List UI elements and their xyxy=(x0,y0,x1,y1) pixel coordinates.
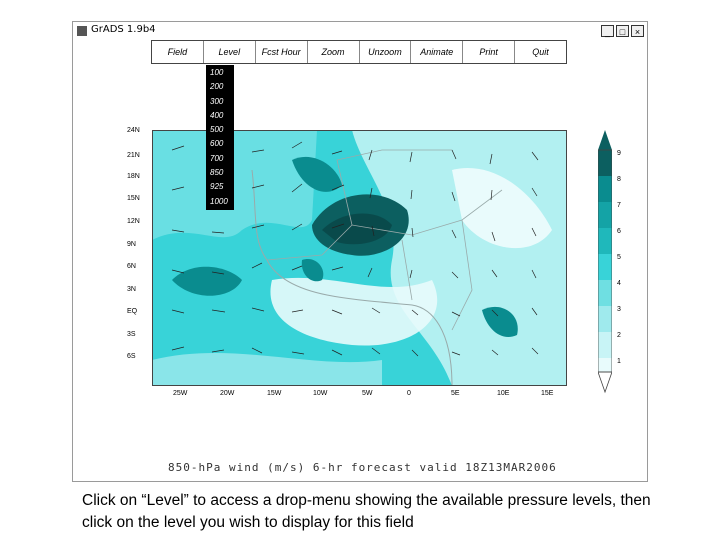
grads-window: GrADS 1.9b4 _ □ × Field Level Fcst Hour … xyxy=(72,21,648,482)
menu-print[interactable]: Print xyxy=(463,41,516,63)
map-shading xyxy=(152,352,382,386)
lat-label: 6S xyxy=(127,353,136,360)
window-controls: _ □ × xyxy=(601,25,644,37)
title-bar: GrADS 1.9b4 _ □ × xyxy=(73,22,647,40)
colorbar-segment xyxy=(598,358,612,372)
close-button[interactable]: × xyxy=(631,25,644,37)
colorbar-label: 2 xyxy=(617,332,621,339)
maximize-button[interactable]: □ xyxy=(616,25,629,37)
window-title: GrADS 1.9b4 xyxy=(91,24,156,35)
colorbar-segment xyxy=(598,306,612,332)
lat-label: 15N xyxy=(127,195,140,202)
lat-label: 24N xyxy=(127,127,140,134)
map-shading xyxy=(482,306,518,338)
menu-zoom[interactable]: Zoom xyxy=(308,41,360,63)
map-shading xyxy=(152,130,317,240)
menu-animate[interactable]: Animate xyxy=(411,41,464,63)
wind-vectors xyxy=(171,141,539,357)
lon-label: 0 xyxy=(407,390,411,397)
lon-label: 20W xyxy=(220,390,235,397)
colorbar-segment xyxy=(598,176,612,202)
lon-label: 10W xyxy=(313,390,328,397)
colorbar-segment xyxy=(598,202,612,228)
colorbar-bottom-arrow xyxy=(597,371,613,394)
lat-label: 18N xyxy=(127,173,140,180)
colorbar-segment xyxy=(598,150,612,176)
map-frame xyxy=(152,130,567,386)
map-shading xyxy=(322,213,392,245)
colorbar-graphic xyxy=(597,130,613,394)
level-option[interactable]: 200 xyxy=(210,82,224,92)
colorbar-segment xyxy=(598,254,612,280)
lat-label: 6N xyxy=(127,263,136,270)
lon-label: 15E xyxy=(541,390,554,397)
menu-fcst-hour[interactable]: Fcst Hour xyxy=(256,41,308,63)
lat-label: 3S xyxy=(127,331,136,338)
instruction-text: Click on “Level” to access a drop-menu s… xyxy=(82,492,651,531)
lat-label: 3N xyxy=(127,286,136,293)
colorbar-label: 1 xyxy=(617,358,621,365)
level-dropdown: 100 200 300 400 500 600 700 850 925 1000 xyxy=(206,65,234,210)
colorbar-label: 7 xyxy=(617,202,621,209)
level-option[interactable]: 300 xyxy=(210,96,224,106)
level-option[interactable]: 100 xyxy=(210,68,224,77)
lat-label: EQ xyxy=(127,308,138,315)
menu-field[interactable]: Field xyxy=(152,41,204,63)
lon-label: 5E xyxy=(451,390,460,397)
map-shading xyxy=(452,168,552,249)
lon-label: 10E xyxy=(497,390,510,397)
level-option[interactable]: 925 xyxy=(210,182,224,192)
level-option[interactable]: 600 xyxy=(210,139,224,149)
map-coastline xyxy=(336,149,473,331)
menu-quit[interactable]: Quit xyxy=(532,47,549,57)
minimize-button[interactable]: _ xyxy=(601,25,614,37)
lat-label: 21N xyxy=(127,152,140,159)
level-option[interactable]: 500 xyxy=(210,125,224,135)
level-option[interactable]: 700 xyxy=(210,153,224,163)
colorbar-segment xyxy=(598,228,612,254)
colorbar-segment xyxy=(598,280,612,306)
wind-map xyxy=(152,130,567,386)
plot-caption: 850-hPa wind (m/s) 6-hr forecast valid 1… xyxy=(168,461,557,474)
map-shading xyxy=(172,266,242,296)
lon-label: 5W xyxy=(362,390,373,397)
menu-bar: Field Level Fcst Hour Zoom Unzoom Animat… xyxy=(151,40,567,64)
colorbar-segment xyxy=(598,332,612,358)
app-icon xyxy=(77,26,87,36)
map-shading xyxy=(270,277,438,346)
map-coastline xyxy=(251,169,453,386)
level-option[interactable]: 1000 xyxy=(210,196,228,206)
level-option[interactable]: 400 xyxy=(210,110,224,120)
lat-label: 9N xyxy=(127,241,136,248)
menu-level[interactable]: Level xyxy=(204,41,256,63)
colorbar-label: 4 xyxy=(617,280,621,287)
lat-label: 12N xyxy=(127,218,140,225)
lon-label: 15W xyxy=(267,390,282,397)
colorbar-label: 5 xyxy=(617,254,621,261)
map-coastline xyxy=(266,189,503,261)
colorbar-label: 3 xyxy=(617,306,621,313)
menu-unzoom[interactable]: Unzoom xyxy=(360,41,412,63)
colorbar-label: 9 xyxy=(617,150,621,157)
colorbar-label: 8 xyxy=(617,176,621,183)
level-option[interactable]: 850 xyxy=(210,168,224,178)
colorbar-top-arrow xyxy=(598,130,612,150)
colorbar xyxy=(597,130,613,399)
colorbar-label: 6 xyxy=(617,228,621,235)
map-shading xyxy=(301,259,324,282)
lon-label: 25W xyxy=(173,390,188,397)
map-shading xyxy=(292,156,342,192)
